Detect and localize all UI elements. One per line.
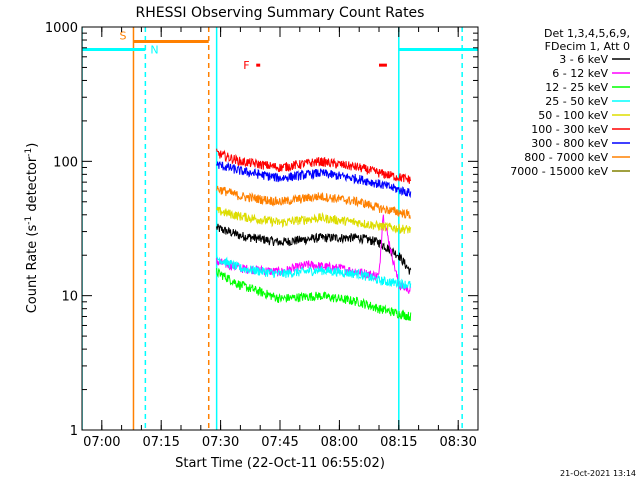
y-axis: 1 10 100 1000 [45, 21, 478, 439]
legend-label: 100 - 300 keV [531, 123, 608, 136]
flare-bar [256, 63, 261, 67]
x-tick-label: 07:00 [83, 435, 120, 450]
legend-header: FDecim 1, Att 0 [545, 40, 630, 53]
y-tick-label: 1000 [45, 21, 78, 36]
y-tick-label: 10 [61, 290, 78, 305]
series-line [216, 223, 412, 275]
series-line [216, 185, 411, 219]
chart-title: RHESSI Observing Summary Count Rates [136, 5, 425, 21]
series-lines [216, 148, 412, 322]
legend-label: 50 - 100 keV [538, 109, 608, 122]
night-label: N [150, 43, 158, 56]
legend-header: Det 1,3,4,5,6,9, [544, 27, 630, 40]
y-axis-label: Count Rate (s-1 detector-1) [24, 143, 40, 314]
y-tick-label: 1 [70, 424, 78, 439]
legend: Det 1,3,4,5,6,9,FDecim 1, Att 03 - 6 keV… [510, 27, 630, 178]
status-bars: N S F [82, 29, 478, 72]
flare-bar [379, 63, 387, 67]
x-tick-label: 08:15 [380, 435, 417, 450]
saa-label: S [119, 29, 126, 42]
x-tick-label: 08:30 [439, 435, 476, 450]
legend-label: 800 - 7000 keV [524, 151, 608, 164]
night-bar [82, 47, 146, 51]
series-line [216, 206, 412, 235]
x-axis-label: Start Time (22-Oct-11 06:55:02) [175, 456, 385, 471]
x-axis: 07:00 07:15 07:30 07:45 08:00 08:15 08:30 [81, 27, 479, 450]
x-tick-label: 08:00 [321, 435, 358, 450]
legend-label: 25 - 50 keV [545, 95, 608, 108]
generation-timestamp: 21-Oct-2021 13:14 [560, 469, 636, 478]
x-tick-label: 07:30 [202, 435, 239, 450]
legend-label: 300 - 800 keV [531, 137, 608, 150]
plot-frame [81, 26, 479, 431]
series-line [216, 267, 412, 322]
legend-label: 3 - 6 keV [559, 53, 608, 66]
x-tick-label: 07:45 [261, 435, 298, 450]
y-tick-label: 100 [53, 155, 78, 170]
legend-label: 6 - 12 keV [552, 67, 608, 80]
flare-label: F [243, 59, 249, 72]
series-line [216, 254, 412, 289]
legend-label: 12 - 25 keV [545, 81, 608, 94]
saa-bar [133, 39, 209, 43]
night-bar [398, 47, 478, 51]
legend-label: 7000 - 15000 keV [510, 165, 608, 178]
x-tick-label: 07:15 [142, 435, 179, 450]
series-line [216, 161, 412, 199]
series-line [216, 148, 412, 184]
